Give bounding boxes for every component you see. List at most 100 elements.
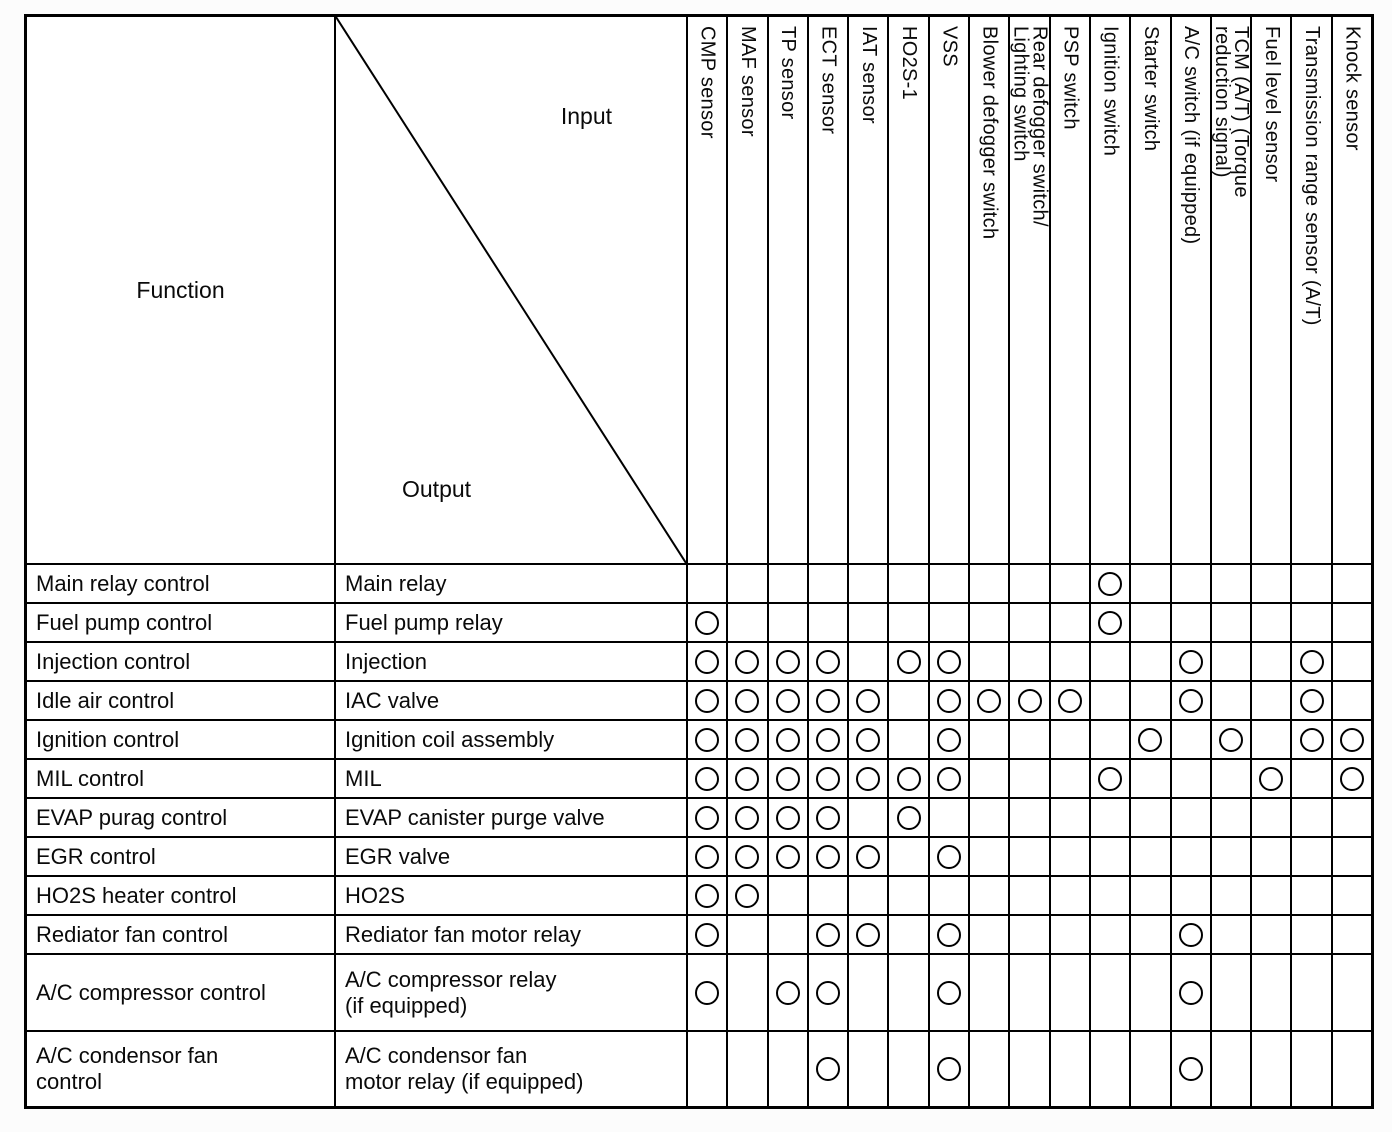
input-mark-circle [1178, 1057, 1203, 1081]
matrix-cell-r3-c3 [766, 641, 807, 680]
input-mark-circle [1178, 649, 1203, 674]
input-mark-circle [775, 844, 800, 869]
input-mark-circle [775, 805, 800, 830]
matrix-cell-r9-c13 [1169, 875, 1210, 914]
matrix-cell-r12-c11 [1088, 1030, 1130, 1106]
column-header-label: CMP sensor [696, 26, 719, 139]
matrix-cell-r3-c7 [927, 641, 969, 680]
matrix-cell-r4-c16 [1290, 680, 1331, 719]
matrix-cell-r5-c3 [766, 719, 807, 758]
matrix-cell-r1-c15 [1250, 563, 1291, 602]
matrix-cell-r7-c4 [806, 797, 848, 836]
input-mark-circle [896, 805, 921, 830]
function-cell-mil-control: MIL control [27, 758, 334, 797]
matrix-cell-r1-c3 [766, 563, 807, 602]
matrix-cell-r5-c10 [1048, 719, 1089, 758]
matrix-cell-r3-c15 [1250, 641, 1291, 680]
matrix-cell-r7-c9 [1008, 797, 1049, 836]
matrix-cell-r9-c1 [686, 875, 727, 914]
input-mark-circle [1299, 688, 1324, 713]
matrix-cell-r12-c15 [1250, 1030, 1291, 1106]
matrix-cell-r7-c6 [887, 797, 928, 836]
matrix-cell-r5-c12 [1129, 719, 1170, 758]
input-mark-circle [695, 610, 720, 635]
matrix-cell-r1-c14 [1209, 563, 1251, 602]
column-header-maf-sensor: MAF sensor [726, 17, 766, 563]
input-mark-circle [816, 649, 841, 674]
matrix-cell-r2-c16 [1290, 602, 1331, 641]
input-mark-circle [1178, 922, 1203, 947]
matrix-cell-r8-c11 [1088, 836, 1130, 875]
matrix-cell-r3-c4 [806, 641, 848, 680]
matrix-cell-r10-c6 [887, 914, 928, 953]
matrix-cell-r2-c13 [1169, 602, 1210, 641]
input-mark-circle [816, 727, 841, 752]
output-cell-a-c-compressor-relay-if-equipped: A/C compressor relay (if equipped) [334, 953, 686, 1030]
function-cell-injection-control: Injection control [27, 641, 334, 680]
input-label: Input [560, 103, 612, 129]
input-mark-circle [695, 649, 720, 674]
column-header-rear-defogger-switch-lighting-switch: Rear defogger switch/ Lighting switch [1008, 17, 1051, 563]
output-cell-ho2s: HO2S [334, 875, 686, 914]
matrix-cell-r11-c5 [847, 953, 888, 1030]
input-mark-circle [695, 805, 720, 830]
matrix-cell-r4-c14 [1209, 680, 1251, 719]
matrix-cell-r8-c8 [968, 836, 1009, 875]
column-header-label: MAF sensor [736, 26, 759, 137]
matrix-cell-r2-c15 [1250, 602, 1291, 641]
input-mark-circle [936, 649, 961, 674]
input-mark-circle [856, 727, 881, 752]
input-mark-circle [896, 766, 921, 791]
input-mark-circle [695, 727, 720, 752]
matrix-cell-r9-c7 [927, 875, 969, 914]
matrix-cell-r9-c17 [1330, 875, 1372, 914]
matrix-cell-r4-c1 [686, 680, 727, 719]
column-header-fuel-level-sensor: Fuel level sensor [1250, 17, 1290, 563]
matrix-cell-r2-c1 [686, 602, 727, 641]
matrix-cell-r9-c5 [847, 875, 888, 914]
matrix-cell-r12-c17 [1330, 1030, 1372, 1106]
matrix-cell-r6-c9 [1008, 758, 1049, 797]
matrix-cell-r10-c1 [686, 914, 727, 953]
matrix-cell-r4-c2 [726, 680, 767, 719]
matrix-cell-r2-c12 [1129, 602, 1170, 641]
input-mark-circle [695, 688, 720, 713]
matrix-cell-r6-c4 [806, 758, 848, 797]
matrix-cell-r8-c7 [927, 836, 969, 875]
input-mark-circle [936, 727, 961, 752]
input-mark-circle [1098, 571, 1123, 596]
matrix-cell-r6-c6 [887, 758, 928, 797]
input-mark-circle [735, 844, 760, 869]
matrix-cell-r10-c13 [1169, 914, 1210, 953]
column-header-label: Transmission range sensor (A/T) [1301, 26, 1324, 326]
matrix-cell-r10-c7 [927, 914, 969, 953]
matrix-cell-r2-c2 [726, 602, 767, 641]
output-cell-main-relay: Main relay [334, 563, 686, 602]
matrix-cell-r10-c10 [1048, 914, 1089, 953]
matrix-cell-r10-c2 [726, 914, 767, 953]
column-header-tp-sensor: TP sensor [766, 17, 807, 563]
matrix-cell-r12-c5 [847, 1030, 888, 1106]
matrix-cell-r12-c2 [726, 1030, 767, 1106]
matrix-cell-r11-c15 [1250, 953, 1291, 1030]
matrix-cell-r11-c16 [1290, 953, 1331, 1030]
matrix-cell-r4-c10 [1048, 680, 1089, 719]
input-mark-circle [1178, 688, 1203, 713]
matrix-cell-r6-c17 [1330, 758, 1372, 797]
matrix-cell-r11-c13 [1169, 953, 1210, 1030]
function-cell-ignition-control: Ignition control [27, 719, 334, 758]
matrix-cell-r7-c3 [766, 797, 807, 836]
matrix-cell-r6-c7 [927, 758, 969, 797]
input-mark-circle [735, 883, 760, 908]
matrix-cell-r2-c3 [766, 602, 807, 641]
matrix-cell-r7-c2 [726, 797, 767, 836]
matrix-cell-r9-c12 [1129, 875, 1170, 914]
column-header-label: IAT sensor [857, 26, 880, 124]
column-header-a-c-switch-if-equipped: A/C switch (if equipped) [1169, 17, 1210, 563]
column-header-label: VSS [938, 26, 961, 67]
input-mark-circle [1138, 727, 1163, 752]
matrix-cell-r10-c12 [1129, 914, 1170, 953]
function-header-cell: Function [27, 17, 334, 563]
matrix-cell-r4-c3 [766, 680, 807, 719]
matrix-cell-r9-c4 [806, 875, 848, 914]
